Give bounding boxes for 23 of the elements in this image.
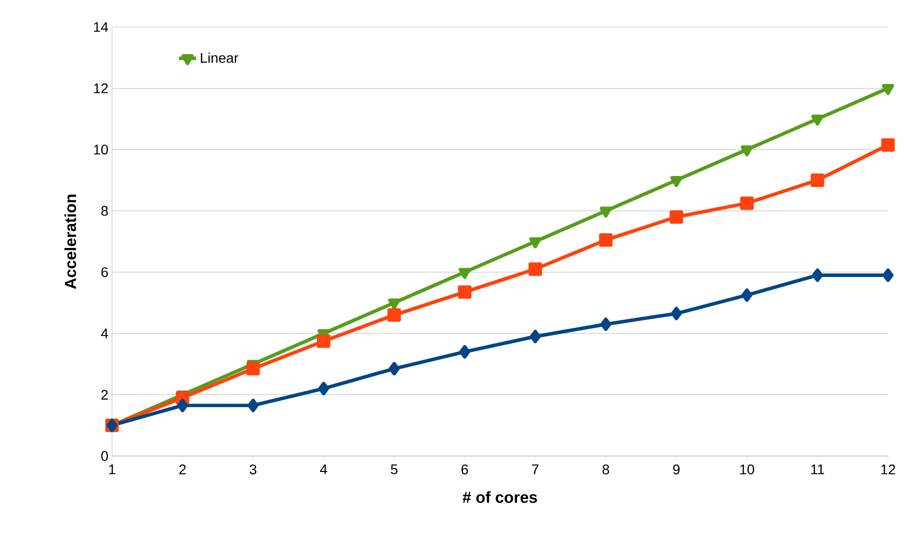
x-tick-label: 6 <box>462 464 468 474</box>
x-tick-label: 3 <box>250 464 256 474</box>
y-tick-label: 0 <box>101 451 108 461</box>
y-tick-label: 4 <box>101 328 108 338</box>
y-tick-label: 12 <box>94 83 108 94</box>
x-tick-label: 12 <box>881 464 896 474</box>
y-axis-title: Acceleration <box>64 194 76 289</box>
x-tick-label: 9 <box>673 464 680 474</box>
y-tick-label: 10 <box>94 144 108 155</box>
x-tick-label: 10 <box>740 464 754 474</box>
x-tick-label: 2 <box>179 464 186 474</box>
x-tick-label: 5 <box>390 464 398 474</box>
y-tick-label: 8 <box>101 206 108 216</box>
x-tick-label: 4 <box>320 464 328 474</box>
x-tick-label: 11 <box>811 464 824 474</box>
x-tick-label: 8 <box>602 464 610 474</box>
y-tick-label: 6 <box>101 267 108 278</box>
legend-label: Linear <box>200 52 238 63</box>
y-tick-label: 14 <box>94 22 108 32</box>
x-tick-label: 1 <box>109 464 116 474</box>
x-tick-label: 7 <box>532 464 538 474</box>
y-tick-label: 2 <box>101 390 108 400</box>
x-axis-title: # of cores <box>462 491 537 503</box>
